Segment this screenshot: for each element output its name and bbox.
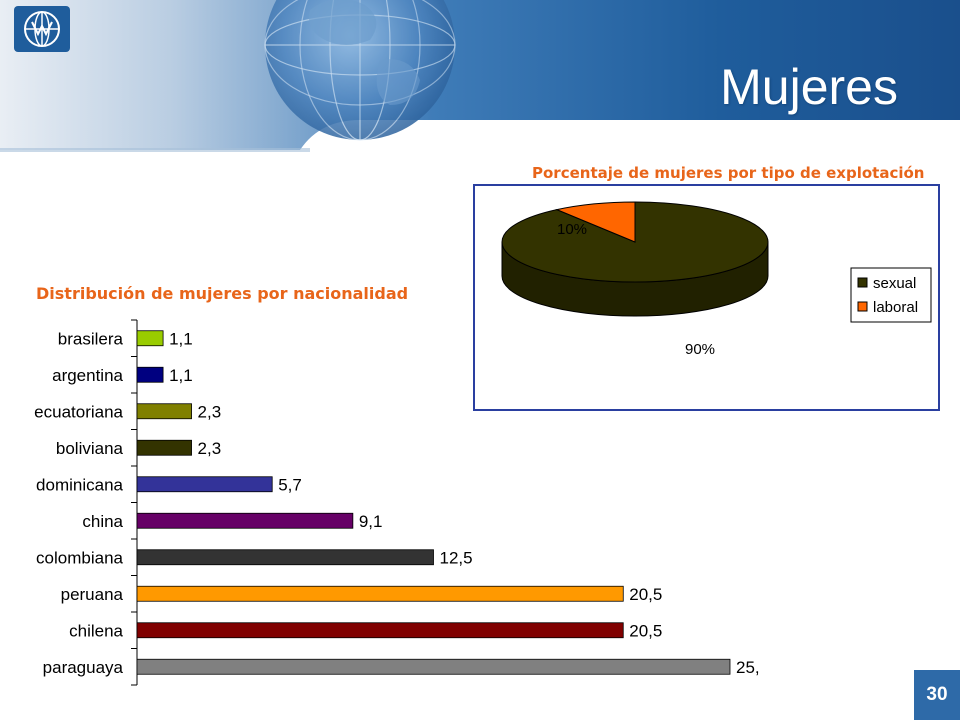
bar-value-label: 20,5 (629, 585, 662, 604)
bar-category-label: argentina (52, 366, 123, 385)
pie-chart-labels: 90% 10% (557, 221, 715, 358)
bar-value-label: 5,7 (278, 475, 302, 494)
bar-peruana (136, 585, 624, 602)
bar-value-label: 2,3 (198, 402, 222, 421)
bar-category-label: peruana (61, 585, 124, 604)
legend-label-laboral: laboral (873, 299, 918, 316)
legend-label-sexual: sexual (873, 275, 916, 292)
globe-graphic (264, 0, 456, 141)
bar-ecuatoriana (136, 403, 192, 420)
pie-legend-frame (850, 267, 932, 323)
bar-category-label: paraguaya (43, 658, 124, 677)
pie-chart-frame: 90% 10% sexual laboral (473, 184, 940, 411)
pie-legend: sexual laboral (850, 267, 932, 323)
bar-value-label: 20,5 (629, 621, 662, 640)
pie-chart-body (501, 201, 769, 317)
bar-chart-axis: brasilera argentina ecuatoriana boliviana do… (34, 319, 138, 686)
pie-slice-laboral (555, 201, 636, 243)
logo (14, 6, 70, 52)
bar-argentina (136, 366, 164, 383)
bar-category-label: colombiana (36, 548, 123, 567)
bar-brasilera (136, 330, 164, 347)
bar-value-label: 9,1 (359, 512, 383, 531)
pie-chart-title: Porcentaje de mujeres por tipo de explot… (532, 164, 925, 182)
bar-china (136, 512, 354, 529)
bar-category-label: china (82, 512, 123, 531)
legend-swatch-sexual (857, 277, 868, 288)
bar-category-label: brasilera (58, 329, 124, 348)
bar-value-label: 1,1 (169, 366, 193, 385)
bar-chart: brasilera argentina ecuatoriana boliviana do… (34, 319, 760, 686)
pie-chart: 90% 10% sexual laboral (501, 201, 932, 358)
bar-value-label: 25,0 (736, 658, 760, 677)
pie-label-laboral: 10% (557, 221, 587, 238)
page-title: Mujeres (720, 59, 898, 115)
bar-dominicana (136, 476, 273, 493)
bar-value-label: 2,3 (198, 439, 222, 458)
bar-category-label: dominicana (36, 475, 123, 494)
pie-label-sexual: 90% (685, 341, 715, 358)
bar-colombiana (136, 549, 434, 566)
bar-category-label: chilena (69, 621, 123, 640)
page-number-badge: 30 (914, 670, 960, 720)
bar-value-label: 1,1 (169, 329, 193, 348)
bar-value-label: 12,5 (440, 548, 473, 567)
bar-chilena (136, 622, 624, 639)
bar-category-label: ecuatoriana (34, 402, 123, 421)
page-number: 30 (926, 684, 948, 705)
header-graphic (0, 0, 960, 152)
bar-category-label: boliviana (56, 439, 124, 458)
bar-boliviana (136, 439, 192, 456)
bar-chart-title: Distribución de mujeres por nacionalidad (36, 284, 409, 303)
bar-chart-bars: 1,1 1,1 2,3 2,3 5,7 9,1 12,5 20,5 20,5 25,0 (136, 329, 760, 677)
header-banner: Mujeres (0, 0, 960, 160)
bar-paraguaya (136, 658, 731, 675)
legend-swatch-laboral (857, 301, 868, 312)
